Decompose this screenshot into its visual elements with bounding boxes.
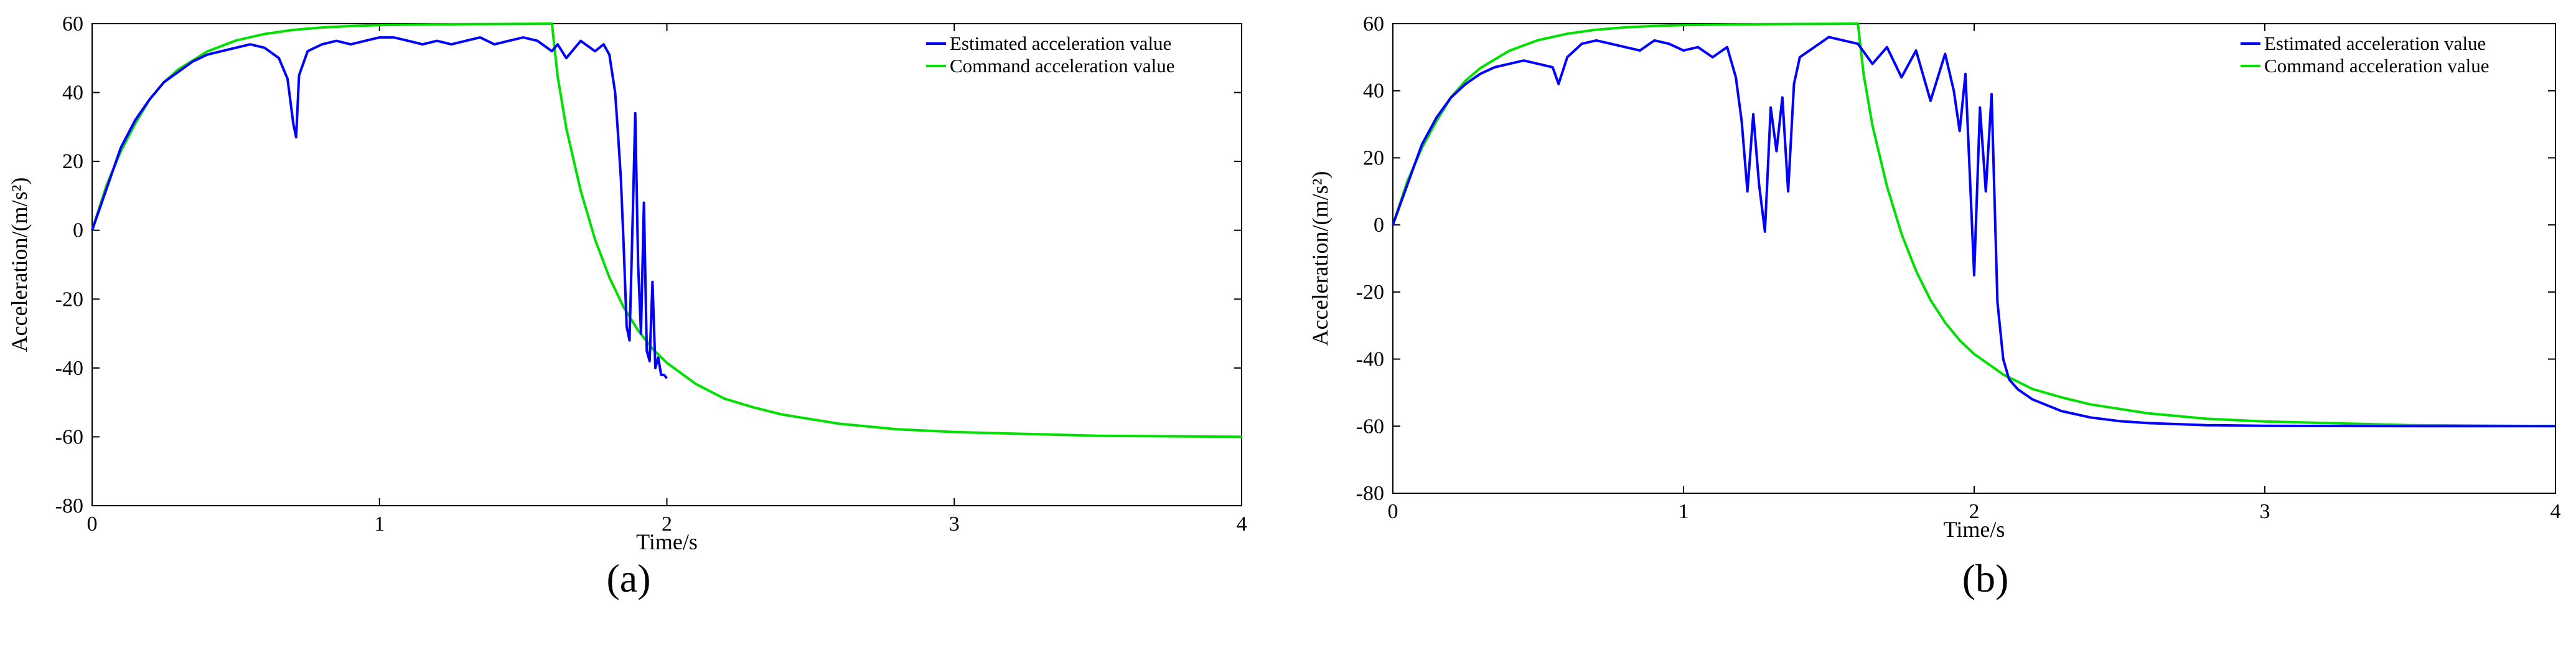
panel-a-legend-entry: Estimated acceleration value <box>950 32 1171 54</box>
panel-a-y-tick-label: -80 <box>55 494 83 518</box>
panel-b-x-tick-label: 4 <box>2550 500 2561 523</box>
panel-b-y-tick-label: 40 <box>1363 80 1384 103</box>
panel-b-y-axis-label: Acceleration/(m/s²) <box>1308 171 1332 346</box>
panel-b-y-tick-label: 0 <box>1374 214 1384 237</box>
panel-a-y-tick-label: -20 <box>55 288 83 311</box>
panel-label-b: (b) <box>1962 556 2009 600</box>
panel-b-legend-entry: Estimated acceleration value <box>2264 32 2486 54</box>
panel-b-x-tick-label: 2 <box>1969 500 1980 523</box>
panel-b-y-tick-label: -20 <box>1356 281 1384 304</box>
panel-b-x-axis-label: Time/s <box>1944 517 2005 542</box>
panel-a-y-tick-label: 40 <box>62 82 83 105</box>
panel-a-x-axis-label: Time/s <box>636 529 698 554</box>
panel-b-legend-entry: Command acceleration value <box>2264 55 2489 77</box>
panel-a-y-tick-label: -40 <box>55 357 83 380</box>
panel-b: (b) 0 1 2 3 4 -80 -60 -40 -20 0 20 40 60 Time/s Accele… <box>1308 12 2561 600</box>
panel-a-y-tick-label: 60 <box>62 12 83 35</box>
panel-b-series-line-command <box>1392 22 2556 428</box>
panel-a-series-line-command <box>91 22 1242 438</box>
panel-a-y-tick-label: 0 <box>73 219 83 242</box>
panel-b-y-tick-label: -60 <box>1356 415 1384 438</box>
panel-b-y-tick-label: 20 <box>1363 146 1384 169</box>
panel-a-x-tick-label: 0 <box>87 513 98 536</box>
panel-b-series-line-estimated <box>1392 35 2555 428</box>
panel-a-y-tick-label: -60 <box>55 425 83 448</box>
panel-a-x-tick-label: 2 <box>662 513 672 536</box>
panel-b-x-tick-label: 3 <box>2260 500 2270 523</box>
panel-a-plot-area <box>91 23 1242 506</box>
panel-a-y-tick-label: 20 <box>62 150 83 173</box>
panel-a-x-tick-label: 4 <box>1237 513 1247 536</box>
panel-b-x-tick-label: 0 <box>1388 500 1398 523</box>
panel-b-y-tick-label: -40 <box>1356 348 1384 371</box>
panel-a-x-tick-label: 3 <box>949 513 960 536</box>
panel-b-y-tick-label: -80 <box>1356 482 1384 505</box>
panel-a-legend-entry: Command acceleration value <box>950 55 1175 77</box>
panel-a-series-line-estimated <box>91 36 668 379</box>
panel-label-a: (a) <box>606 556 650 600</box>
panel-a-x-tick-label: 1 <box>374 513 385 536</box>
panel-a: (a) 0 1 2 3 4 -80 -60 -40 -20 0 20 40 60 Time/s Accele… <box>7 12 1247 600</box>
panel-b-x-tick-label: 1 <box>1679 500 1689 523</box>
panel-a-y-axis-label: Acceleration/(m/s²) <box>7 177 32 352</box>
panel-b-y-tick-label: 60 <box>1363 12 1384 35</box>
